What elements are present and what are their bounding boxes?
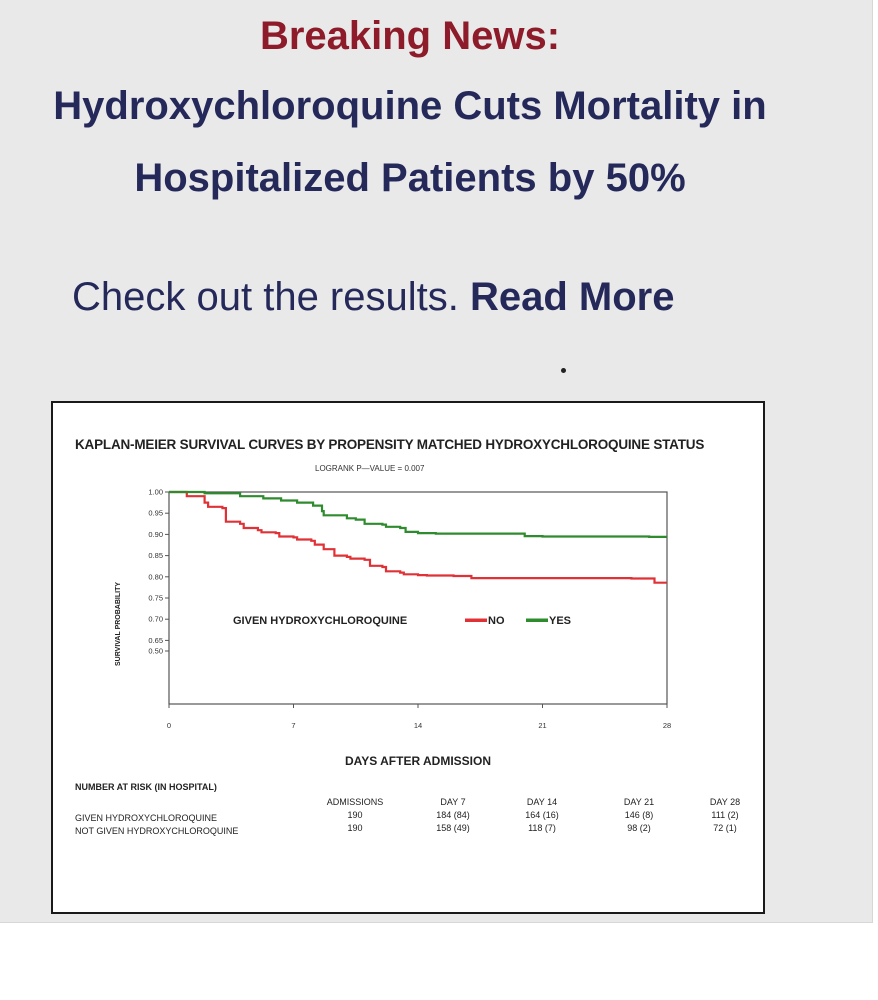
x-tick-label: 28 — [663, 721, 671, 730]
risk-col-header: ADMISSIONS — [326, 797, 384, 807]
risk-cell: 190 — [347, 823, 363, 833]
y-tick-label: 0.85 — [148, 551, 163, 560]
x-tick-label: 14 — [414, 721, 422, 730]
risk-cell: 190 — [347, 810, 363, 820]
chart-title: KAPLAN-MEIER SURVIVAL CURVES BY PROPENSI… — [75, 437, 705, 452]
x-tick-label: 21 — [538, 721, 546, 730]
series-line-no — [169, 490, 667, 584]
x-axis-label: DAYS AFTER ADMISSION — [345, 754, 491, 768]
y-tick-label: 1.00 — [148, 488, 163, 497]
risk-cell: 118 (7) — [528, 823, 556, 833]
cta-text: Check out the results. — [72, 275, 470, 319]
risk-cell: 98 (2) — [627, 823, 651, 833]
y-tick-label: 0.80 — [148, 572, 163, 581]
risk-cell: 164 (16) — [525, 810, 559, 820]
x-tick-label: 7 — [291, 721, 295, 730]
y-tick-label: 0.95 — [148, 509, 163, 518]
legend-label-yes: YES — [549, 615, 571, 627]
risk-cell: 146 (8) — [624, 810, 654, 820]
risk-col-header: DAY 28 — [709, 797, 741, 807]
read-more-link[interactable]: Read More — [469, 275, 675, 319]
risk-row-given-label: GIVEN HYDROXYCHLOROQUINE — [75, 813, 218, 823]
survival-chart: 1.00 0.95 0.90 0.85 0.80 0.75 0.70 0.65 0.50 0 7 14… — [115, 488, 671, 769]
stray-dot — [561, 368, 566, 373]
risk-cell: 158 (49) — [436, 823, 470, 833]
risk-col-admissions: ADMISSIONS 190 190 — [310, 796, 400, 835]
risk-table-heading: NUMBER AT RISK (IN HOSPITAL) — [75, 782, 217, 792]
x-tick-label: 0 — [167, 721, 171, 730]
legend-label-no: NO — [488, 615, 505, 627]
y-tick-label: 0.70 — [148, 615, 163, 624]
risk-col-day-21: DAY 21 146 (8) 98 (2) — [594, 796, 684, 835]
legend-title: GIVEN HYDROXYCHLOROQUINE — [233, 615, 407, 627]
risk-cell: 111 (2) — [711, 810, 739, 820]
risk-col-header: DAY 7 — [440, 797, 466, 807]
y-axis-label: SURVIVAL PROBABILITY — [115, 582, 122, 666]
headline-line-2: Hospitalized Patients by 50% — [134, 156, 686, 200]
y-tick-label: 0.65 — [148, 636, 163, 645]
news-card: Breaking News: Hydroxychloroquine Cuts M… — [0, 0, 873, 923]
risk-col-day-7: DAY 7 184 (84) 158 (49) — [408, 796, 498, 835]
y-tick-label: 0.90 — [148, 530, 163, 539]
risk-col-day-28: DAY 28 111 (2) 72 (1) — [680, 796, 763, 835]
y-tick-label: 0.75 — [148, 594, 163, 603]
risk-col-header: DAY 21 — [623, 797, 655, 807]
y-tick-label: 0.50 — [148, 647, 163, 656]
risk-col-header: DAY 14 — [526, 797, 558, 807]
risk-row-not-given-label: NOT GIVEN HYDROXYCHLOROQUINE — [75, 826, 239, 836]
risk-cell: 184 (84) — [436, 810, 470, 820]
chart-subtitle: LOGRANK P—VALUE = 0.007 — [315, 464, 425, 473]
kaplan-meier-figure: KAPLAN-MEIER SURVIVAL CURVES BY PROPENSI… — [51, 401, 765, 914]
breaking-news-label: Breaking News: — [259, 14, 561, 58]
headline-line-1: Hydroxychloroquine Cuts Mortality in — [53, 84, 767, 128]
call-to-action: Check out the results. Read More — [72, 275, 674, 320]
risk-cell: 72 (1) — [713, 823, 737, 833]
risk-col-day-14: DAY 14 164 (16) 118 (7) — [497, 796, 587, 835]
series-line-yes — [169, 490, 667, 538]
